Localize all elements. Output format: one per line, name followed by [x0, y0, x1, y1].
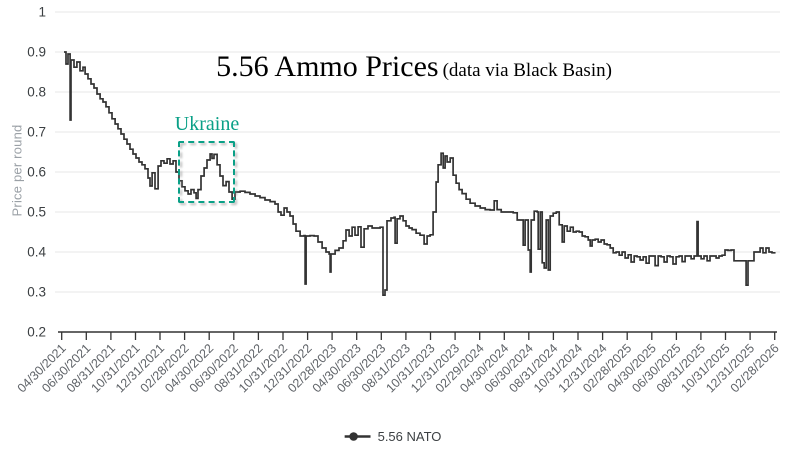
chart-title: 5.56 Ammo Prices (data via Black Basin): [216, 50, 612, 84]
y-tick-label: 0.3: [27, 285, 46, 300]
y-tick-label: 0.2: [27, 325, 46, 340]
y-axis-title: Price per round: [9, 124, 25, 217]
legend-label: 5.56 NATO: [377, 429, 442, 444]
y-tick-label: 0.8: [27, 85, 46, 100]
y-tick-label: 0.7: [27, 125, 46, 140]
y-tick-label: 1: [38, 5, 46, 20]
chart-title-main: 5.56 Ammo Prices: [216, 50, 439, 83]
legend-item-556-nato[interactable]: 5.56 NATO: [344, 429, 442, 444]
price-series-line[interactable]: [64, 51, 776, 297]
y-tick-label: 0.4: [27, 245, 46, 260]
ukraine-annotation-label: Ukraine: [174, 113, 240, 135]
y-tick-label: 0.6: [27, 165, 46, 180]
chart-title-subtitle: (data via Black Basin): [442, 60, 612, 81]
legend-line-marker-icon: [344, 432, 371, 441]
ukraine-annotation-box: [178, 141, 235, 203]
y-tick-label: 0.5: [27, 205, 46, 220]
y-tick-label: 0.9: [27, 45, 46, 60]
